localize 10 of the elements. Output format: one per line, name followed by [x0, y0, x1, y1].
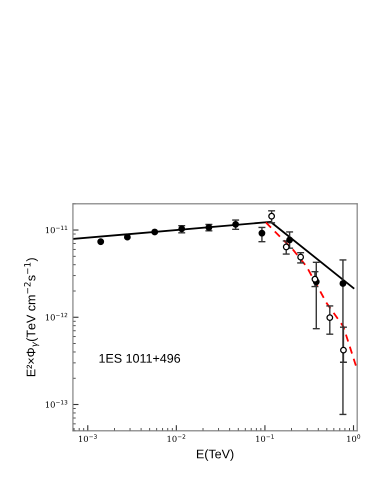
annotation: 1ES 1011+496	[99, 354, 180, 363]
y-tick-label: 10$^{−11}$	[46, 226, 68, 234]
x-tick-label: 10$^{−3}$	[78, 434, 97, 442]
y-tick-label: 10$^{−13}$	[46, 400, 68, 408]
y-axis-title: E²×Φ$_{γ}$(TeV cm$^{−2}$s$^{−1}$)	[24, 258, 40, 376]
x-tick-label: 10$^{−2}$	[168, 434, 186, 442]
x-tick-label: 10$^{0}$	[347, 434, 360, 442]
x-axis-title: E(TeV)	[196, 449, 234, 461]
x-tick-label: 10$^{−1}$	[256, 434, 274, 442]
y-tick-label: 10$^{−12}$	[46, 312, 68, 320]
